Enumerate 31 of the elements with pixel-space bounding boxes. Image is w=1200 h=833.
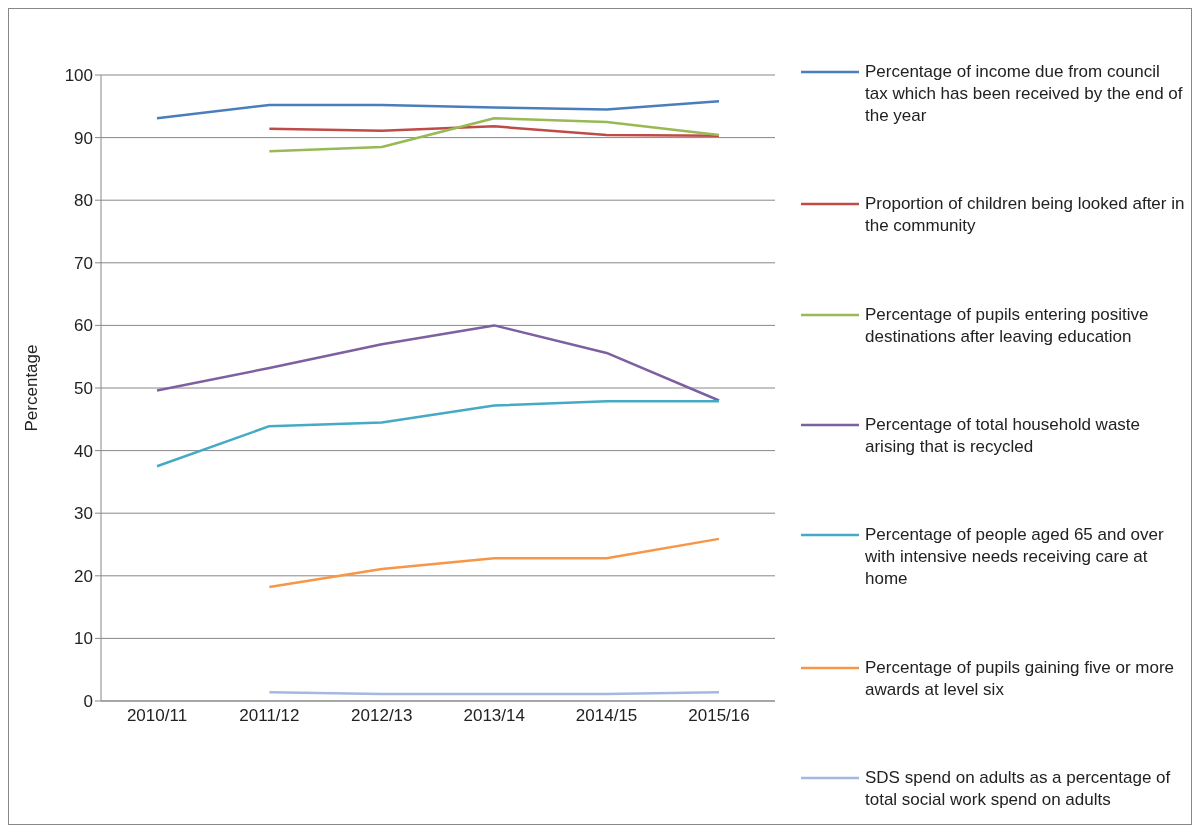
x-tick-label: 2010/11 [126,706,188,726]
line-series [268,116,721,153]
x-tick-label: 2014/15 [575,706,638,726]
line-series [155,100,721,120]
y-tick-label: 50 [74,379,93,399]
y-tick-label: 80 [74,191,93,211]
legend-label: SDS spend on adults as a percentage of total social work spend on adults [865,766,1172,811]
x-tick-label: 2012/13 [351,706,413,726]
x-tick-label: 2011/12 [239,706,300,726]
legend-label: Percentage of pupils entering positive destinations after leaving education [865,303,1150,348]
line-series [155,399,721,468]
y-tick-label: 60 [74,316,93,336]
legend-label: Percentage of total household waste arising that is recycled [865,414,1142,458]
y-axis-title: Percentage [22,344,42,432]
legend-label: Percentage of pupils gaining five or more awards at level six [865,656,1175,701]
legend-label: Percentage of people aged 65 and over with intensive needs receiving care at home [865,524,1165,591]
y-tick-label: 100 [64,66,93,86]
legend-label: Proportion of children being looked after in the community [865,193,1186,238]
y-tick-label: 40 [74,441,93,461]
y-tick-label: 10 [74,629,93,649]
y-tick-label: 90 [74,128,93,148]
y-tick-label: 70 [74,253,93,273]
line-series [268,537,721,589]
x-tick-label: 2013/14 [463,706,525,726]
y-tick-label: 0 [83,692,93,712]
x-tick-label: 2015/16 [688,706,750,726]
y-tick-label: 20 [74,566,93,586]
line-series [155,324,721,402]
legend-label: Percentage of income due from council tax which has been received by the end of the year [865,61,1184,127]
line-series [268,125,721,137]
y-tick-label: 30 [74,504,93,524]
